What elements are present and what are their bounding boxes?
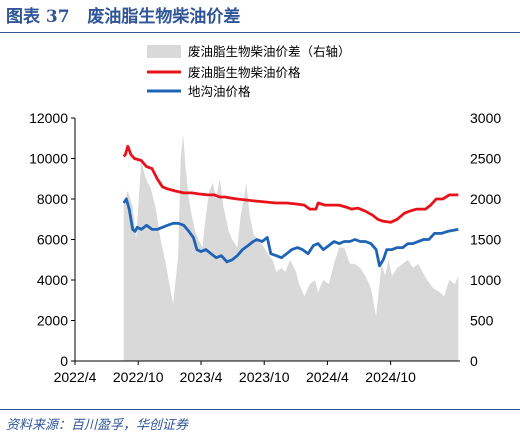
plot-area: 0 2000 4000 6000 8000 10000 12000 0 500 1000 1500 2…: [29, 110, 501, 385]
source-divider: [0, 409, 520, 410]
y-right-tick-label: 2500: [470, 151, 501, 167]
legend: 废油脂生物柴油价差（右轴） 废油脂生物柴油价格 地沟油价格: [147, 44, 351, 99]
series-line-gutter-oil: [122, 197, 459, 268]
y-right-tick-label: 1500: [470, 232, 501, 248]
y-left-tick-label: 0: [60, 353, 68, 369]
y-right-tick-label: 0: [470, 353, 478, 369]
y-right-tick-label: 3000: [470, 110, 501, 126]
legend-swatch-spread: [147, 45, 181, 58]
y-left-tick-label: 2000: [37, 313, 68, 329]
y-left-tick-label: 8000: [37, 191, 68, 207]
y-right-tick-label: 500: [470, 313, 494, 329]
y-right-tick-label: 2000: [470, 191, 501, 207]
series-area-spread: [123, 134, 459, 361]
y-left-tick-label: 6000: [37, 232, 68, 248]
y-left-tick-label: 10000: [29, 151, 68, 167]
source-note: 资料来源：百川盈孚，华创证券: [6, 418, 189, 433]
figure-title: 图表 37 废油脂生物柴油价差: [6, 2, 240, 27]
x-tick-label: 2024/10: [365, 369, 416, 385]
legend-label-biodiesel: 废油脂生物柴油价格: [188, 65, 301, 80]
figure-label: 图表 37: [6, 7, 70, 27]
figure-title-text: 废油脂生物柴油价差: [87, 7, 241, 27]
y-right-tick-label: 1000: [470, 272, 501, 288]
x-tick-label: 2024/4: [306, 369, 349, 385]
legend-label-gutter-oil: 地沟油价格: [188, 84, 251, 99]
x-tick-label: 2023/4: [180, 369, 223, 385]
y-left-tick-label: 12000: [29, 110, 68, 126]
x-tick-label: 2022/4: [54, 369, 97, 385]
x-tick-label: 2022/10: [113, 369, 164, 385]
series-line-biodiesel: [122, 144, 459, 224]
y-left-tick-label: 4000: [37, 272, 68, 288]
legend-label-spread: 废油脂生物柴油价差（右轴）: [188, 44, 351, 59]
x-tick-label: 2023/10: [239, 369, 290, 385]
title-divider: [0, 32, 520, 33]
